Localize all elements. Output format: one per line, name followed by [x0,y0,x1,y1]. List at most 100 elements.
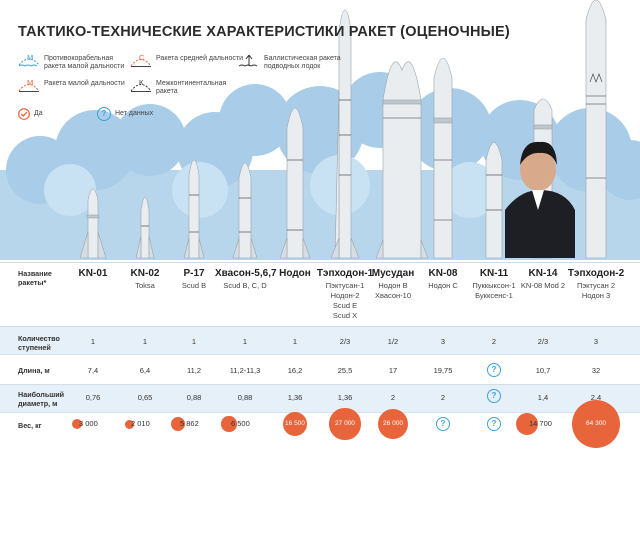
length-value: 11,2 [186,366,202,375]
rocket-hwasong [232,162,258,259]
rocket-kn-08 [433,57,453,259]
missile-alt-names: Нодон С [428,281,458,290]
missile-alt-names: Scud B, C, D [223,281,267,290]
rocket-r-17 [183,159,205,259]
missile-alt-names: Пэктусан-1 Нодон-2 Scud E Scud X [325,281,365,320]
diameter-value: 0,88 [237,393,253,402]
legend-yes: Да [18,108,98,123]
weight-circle [221,416,237,432]
missile-name: KN-01 [78,268,108,279]
weight-circle-label: 27 000 [329,408,361,440]
stages-value: 1 [242,337,248,346]
diameter-value: 0,65 [137,393,153,402]
row-label-diameter: Наибольший диаметр, м [18,390,65,408]
weight-value: 14 700 [529,419,552,428]
stages-value: 3 [593,337,599,346]
missile-name: Хвасон-5,6,7 [215,268,277,279]
medium-range-icon [130,59,152,67]
length-value: 32 [591,366,601,375]
length-value: 7,4 [87,366,99,375]
legend-mark: М [27,53,34,62]
length-value: 17 [388,366,398,375]
question-icon: ? [97,107,111,121]
weight-circle [71,418,83,430]
diameter-value: 2 [390,393,396,402]
intercontinental-icon [130,84,152,92]
weight-circle-label: 26 000 [377,408,409,440]
check-icon [18,108,30,120]
legend-mark: М [27,78,34,87]
rocket-taepodong-1 [330,9,360,259]
page-title: ТАКТИКО-ТЕХНИЧЕСКИЕ ХАРАКТЕРИСТИКИ РАКЕТ… [18,24,510,40]
stages-value: 3 [440,337,446,346]
leader-photo [505,141,575,258]
rocket-kn-11 [485,142,503,259]
missile-name: KN-02 [130,268,160,279]
legend-no-data-label: Нет данных [115,110,154,117]
weight-value: 3 000 [79,419,98,428]
missile-alt-names: Нодон В Хвасон-10 [374,281,412,300]
submarine-ballistic-icon [238,55,258,67]
missile-name: Тэпходон-1 [316,268,374,279]
weight-value: 6 500 [231,419,250,428]
diameter-value: 0,76 [85,393,101,402]
weight-circle-label: 16 500 [282,411,308,437]
stages-value: 1 [191,337,197,346]
row-label-weight: Вес, кг [18,421,42,430]
legend-mark: С [139,53,145,62]
missile-name: Р-17 [183,268,205,279]
legend-anti-ship: М Противокорабельная ракета малой дально… [18,53,138,75]
length-value: 19,75 [433,366,453,375]
missile-name: Тэпходон-2 [567,268,625,279]
anti-ship-icon [18,58,40,67]
stages-value: 2/3 [339,337,351,346]
question-icon: ? [487,363,501,377]
weight-circle [124,419,134,429]
weight-circle [170,416,186,432]
stages-value: 1 [142,337,148,346]
legend-label: Ракета малой дальности [44,80,125,87]
diameter-value: 1,36 [287,393,303,402]
missile-name: KN-14 [528,268,558,279]
missile-alt-names: Пэктусан 2 Нодон 3 [576,281,616,300]
weight-value: 2 010 [131,419,150,428]
weight-circle [515,412,539,436]
length-value: 10,7 [535,366,551,375]
row-label-length: Длина, м [18,366,50,375]
legend-label: Межконтинентальная ракета [156,80,227,95]
short-range-icon [18,84,40,92]
rocket-nodong [279,107,311,259]
row-label-stages: Количество ступеней [18,334,60,352]
missile-name: Нодон [279,268,311,279]
diameter-value: 1,4 [537,393,549,402]
diameter-value: 2 [440,393,446,402]
missile-alt-names: Scud B [181,281,207,290]
row-label-names: Название ракеты* [18,269,52,287]
question-icon: ? [487,417,501,431]
diameter-value: 1,36 [337,393,353,402]
stages-value: 1 [292,337,298,346]
legend-submarine-ballistic: Баллистическая ракета подводных лодок [238,55,348,83]
rocket-musudan [375,61,429,259]
legend-mark: К [139,78,144,87]
legend-label: Баллистическая ракета подводных лодок [264,55,341,70]
legend-label: Противокорабельная ракета малой дальност… [44,55,125,70]
rocket-kn-02 [135,197,155,259]
missile-name: KN-11 [479,268,509,279]
missile-name: Мусудан [371,268,415,279]
question-icon: ? [436,417,450,431]
missile-alt-names: Пуккыксон-1 Букксенс-1 [472,281,516,300]
legend-yes-label: Да [34,110,43,117]
missile-alt-names: Toksa [135,281,155,290]
length-value: 11,2-11,3 [229,366,261,375]
rocket-taepodong-2 [585,0,607,259]
stages-value: 1/2 [387,337,399,346]
missile-name: KN-08 [428,268,458,279]
legend-intercontinental: К Межконтинентальная ракета [130,78,240,100]
question-icon: ? [487,389,501,403]
legend-no-data: ? Нет данных [97,107,177,123]
stages-value: 2/3 [537,337,549,346]
rocket-kn-01 [79,188,107,259]
